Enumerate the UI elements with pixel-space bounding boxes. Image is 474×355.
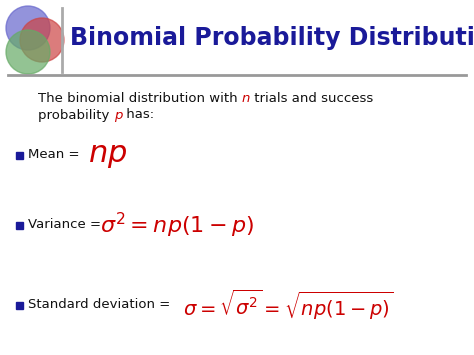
Text: p: p <box>114 109 122 121</box>
Bar <box>17 152 24 158</box>
Text: Variance =: Variance = <box>28 218 105 231</box>
Bar <box>17 222 24 229</box>
Text: Mean =: Mean = <box>28 148 84 162</box>
Text: Binomial Probability Distribution: Binomial Probability Distribution <box>70 26 474 50</box>
Text: Standard deviation =: Standard deviation = <box>28 299 174 311</box>
Text: probability: probability <box>38 109 114 121</box>
Text: $\sigma^2 = np\left(1-p\right)$: $\sigma^2 = np\left(1-p\right)$ <box>100 211 254 240</box>
Circle shape <box>6 6 50 50</box>
Circle shape <box>20 18 64 62</box>
Circle shape <box>6 30 50 74</box>
Text: trials and success: trials and success <box>250 92 374 104</box>
Text: has:: has: <box>122 109 154 121</box>
Bar <box>17 301 24 308</box>
Text: n: n <box>242 92 250 104</box>
Text: The binomial distribution with: The binomial distribution with <box>38 92 242 104</box>
Text: $\mathit{np}$: $\mathit{np}$ <box>88 141 128 169</box>
Text: $\sigma = \sqrt{\sigma^2} = \sqrt{np\left(1-p\right)}$: $\sigma = \sqrt{\sigma^2} = \sqrt{np\lef… <box>183 288 394 322</box>
